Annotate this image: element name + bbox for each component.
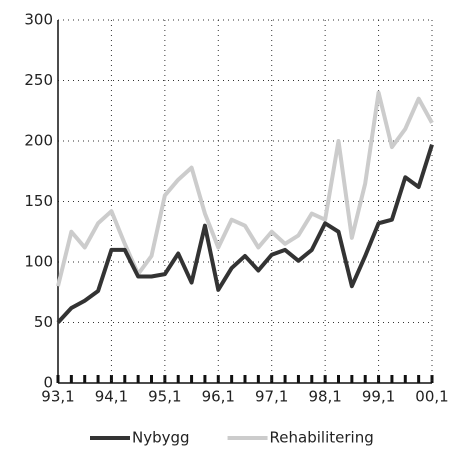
y-tick-label: 300: [24, 11, 53, 29]
x-tick-label: 95,1: [148, 388, 181, 406]
y-tick-label: 200: [24, 132, 53, 150]
y-tick-label: 0: [43, 374, 53, 392]
series-line: [56, 144, 434, 324]
x-tick-label: 98,1: [308, 388, 341, 406]
series-line: [56, 90, 434, 287]
x-tick-label: 97,1: [255, 388, 288, 406]
legend-label: Rehabilitering: [270, 429, 374, 447]
x-tick-label: 94,1: [95, 388, 128, 406]
x-tick-label: 96,1: [202, 388, 235, 406]
x-tick-label: 99,1: [362, 388, 395, 406]
legend-label: Nybygg: [132, 429, 190, 447]
y-tick-label: 50: [34, 313, 53, 331]
y-tick-label: 250: [24, 71, 53, 89]
x-tick-label: 00,1: [415, 388, 448, 406]
y-tick-label: 100: [24, 253, 53, 271]
x-tick-label: 93,1: [41, 388, 74, 406]
y-tick-label: 150: [24, 192, 53, 210]
